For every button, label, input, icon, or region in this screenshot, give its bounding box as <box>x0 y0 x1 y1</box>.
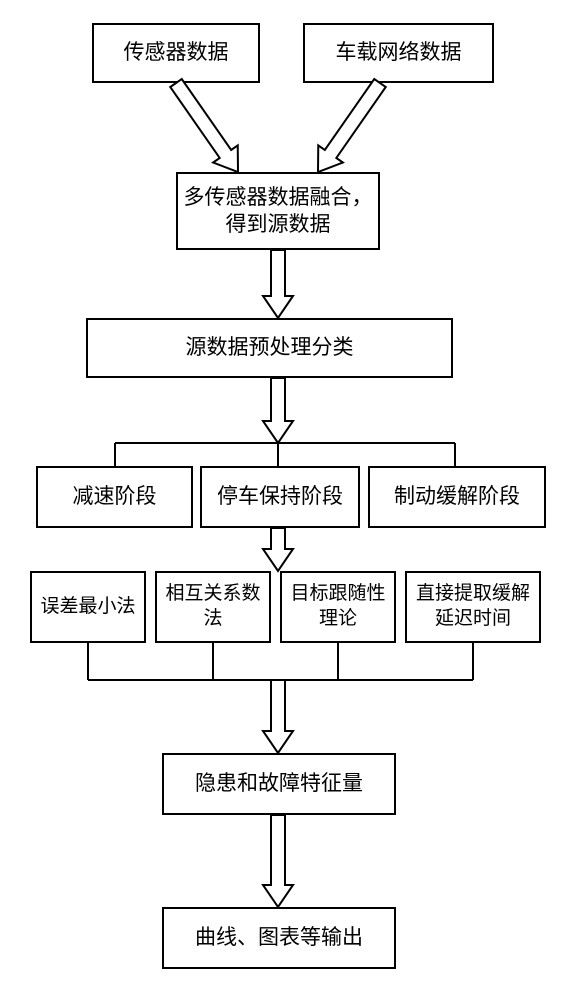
arrows-layer <box>0 0 583 1000</box>
